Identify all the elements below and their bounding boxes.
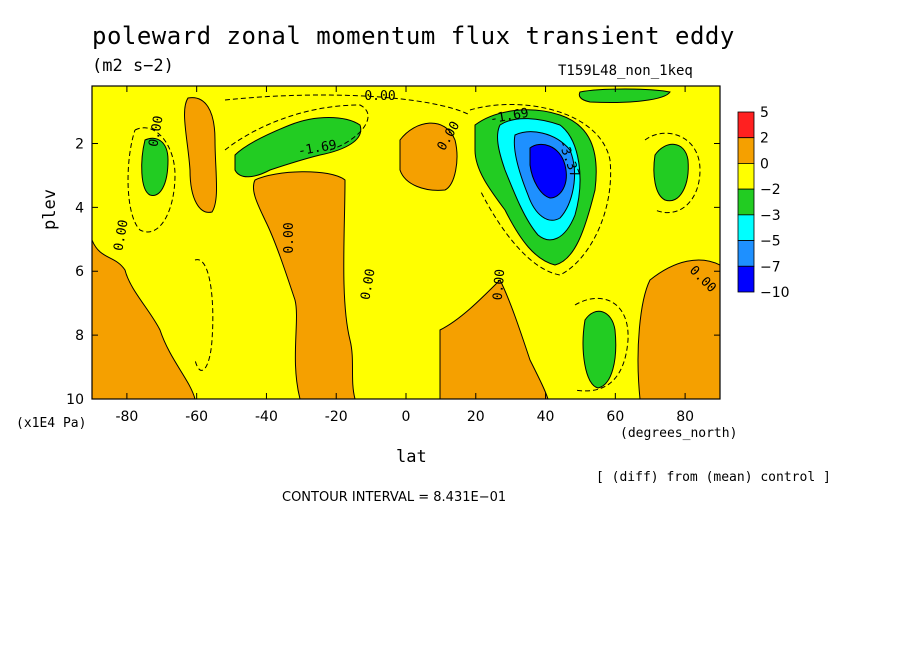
x-axis-label: lat bbox=[396, 447, 427, 467]
x-tick-label: 60 bbox=[606, 409, 624, 425]
x-tick-label: -60 bbox=[185, 409, 208, 425]
x-tick-label: -20 bbox=[325, 409, 348, 425]
colorbar-swatch bbox=[737, 214, 755, 241]
colorbar-swatch bbox=[737, 240, 755, 267]
colorbar-label: −10 bbox=[760, 285, 790, 301]
chart-units: (m2 s−2) bbox=[92, 56, 174, 76]
contour-field bbox=[92, 86, 720, 399]
green-region-nh-high bbox=[653, 143, 689, 202]
colorbar: 5 2 0 −2 −3 −5 −7 −10 bbox=[737, 105, 790, 301]
y-tick-label: 8 bbox=[75, 328, 84, 344]
contour-interval: CONTOUR INTERVAL = 8.431E−01 bbox=[282, 490, 507, 505]
contour-label: 0.00 bbox=[491, 268, 509, 301]
x-tick-label: 80 bbox=[676, 409, 694, 425]
y-axis-ticks: 2 4 6 8 10 bbox=[66, 136, 720, 408]
colorbar-label: 2 bbox=[760, 131, 769, 147]
darkblue-region-core bbox=[529, 143, 567, 199]
contour-label: 0.00 bbox=[146, 115, 166, 148]
colorbar-label: −7 bbox=[760, 259, 781, 275]
x-tick-label: 0 bbox=[402, 409, 411, 425]
colorbar-label: −2 bbox=[760, 182, 781, 198]
colorbar-label: 5 bbox=[760, 105, 769, 121]
contour-labels: 0.000.00 0.000.00 0.000.000.000.00-1.69-1.… bbox=[111, 89, 718, 301]
chart-title: poleward zonal momentum flux transient e… bbox=[92, 22, 735, 50]
y-axis-unit: (x1E4 Pa) bbox=[16, 416, 87, 431]
x-tick-label: -40 bbox=[255, 409, 278, 425]
contour-label: 0.00 bbox=[111, 219, 131, 252]
colorbar-label: −3 bbox=[760, 208, 781, 224]
orange-region-sw bbox=[92, 239, 196, 399]
orange-region-sh-tower bbox=[184, 97, 218, 213]
orange-region-nh-low bbox=[439, 279, 549, 399]
dashed-contours bbox=[127, 94, 701, 392]
colorbar-swatch bbox=[737, 188, 755, 216]
diff-note: [ (diff) from (mean) control ] bbox=[596, 470, 831, 485]
colorbar-label: −5 bbox=[760, 234, 781, 250]
x-tick-label: 40 bbox=[537, 409, 555, 425]
green-region-top bbox=[578, 88, 671, 103]
green-region-sh bbox=[141, 137, 169, 196]
colorbar-swatch bbox=[737, 163, 755, 190]
x-axis-unit: (degrees_north) bbox=[620, 426, 738, 441]
y-tick-label: 2 bbox=[75, 136, 84, 152]
y-tick-label: 6 bbox=[75, 264, 84, 280]
x-tick-label: 20 bbox=[467, 409, 485, 425]
green-region-jet-sh bbox=[234, 117, 362, 178]
y-tick-label: 4 bbox=[75, 200, 84, 216]
contour-label: -1.69 bbox=[297, 138, 338, 160]
colorbar-swatch bbox=[737, 265, 755, 293]
green-region-nh-low bbox=[582, 310, 617, 389]
colorbar-swatch bbox=[737, 137, 755, 164]
contour-label: 0.00 bbox=[282, 222, 297, 253]
y-tick-label: 10 bbox=[66, 392, 84, 408]
orange-region-eq bbox=[399, 122, 458, 191]
contour-label: -1.69 bbox=[489, 106, 530, 128]
x-tick-label: -80 bbox=[115, 409, 138, 425]
contour-label: 0.00 bbox=[358, 268, 378, 301]
colorbar-swatch bbox=[737, 111, 755, 139]
run-label: T159L48_non_1keq bbox=[558, 63, 693, 79]
colorbar-label: 0 bbox=[760, 156, 769, 172]
contour-label: 0.00 bbox=[364, 89, 395, 104]
x-axis-ticks: -80 -60 -40 -20 0 20 40 60 80 bbox=[115, 86, 694, 425]
